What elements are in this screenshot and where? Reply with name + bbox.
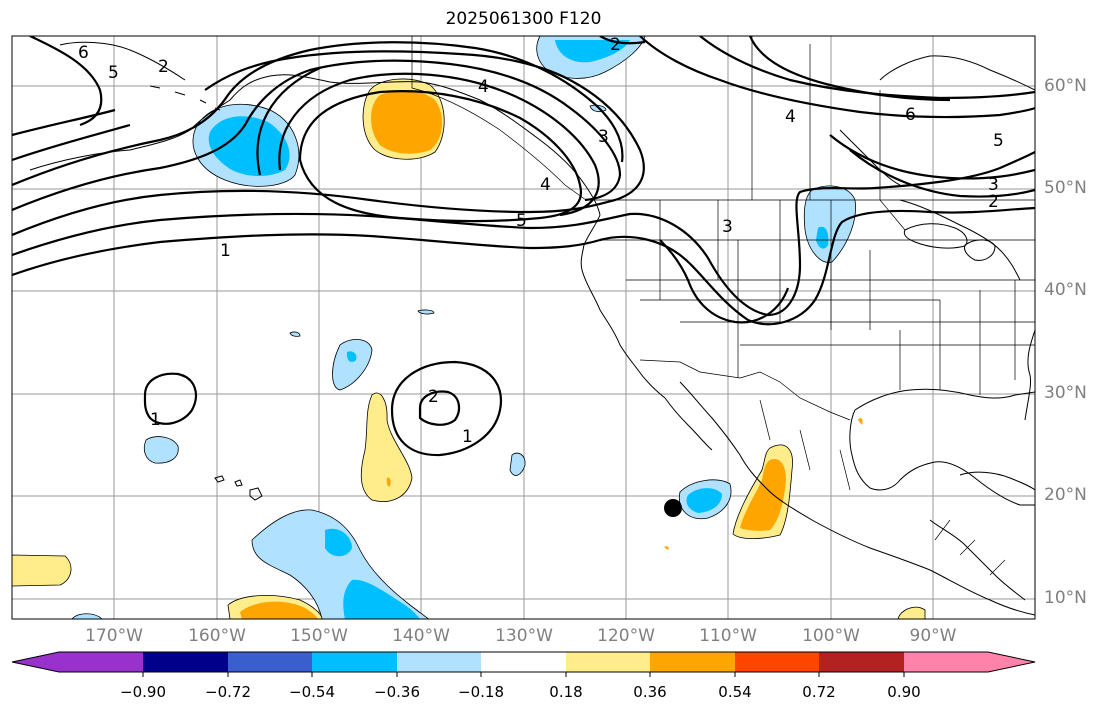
longitude-label: 160°W [188, 626, 246, 646]
longitude-label: 90°W [909, 626, 957, 646]
contour-line [418, 390, 461, 426]
contour-line [829, 134, 1035, 180]
map-title: 2025061300 F120 [445, 9, 602, 29]
contour-line [659, 239, 790, 324]
contour-label: 4 [785, 107, 796, 127]
contour-line [143, 372, 197, 425]
contour-line [599, 36, 646, 45]
colorbar-tick-label: 0.72 [802, 683, 836, 701]
contour-label: 6 [78, 43, 89, 63]
colorbar-tick-label: −0.72 [205, 683, 251, 701]
negative-anomaly-region [251, 509, 431, 619]
longitude-label: 130°W [495, 626, 553, 646]
positive-anomaly-core [740, 459, 786, 531]
latitude-label: 40°N [1044, 280, 1087, 300]
longitude-label: 100°W [802, 626, 860, 646]
latitude-label: 10°N [1044, 588, 1087, 608]
colorbar-tick-label: 0.36 [633, 683, 667, 701]
contour-line [390, 360, 502, 457]
latitude-label: 50°N [1044, 178, 1087, 198]
contour-label: 1 [462, 427, 473, 447]
colorbar-tick-label: 0.54 [718, 683, 752, 701]
contour-line [748, 36, 951, 102]
contour-line [12, 59, 622, 212]
contour-label: 5 [993, 131, 1004, 151]
shaded-anomaly-fills [12, 36, 926, 619]
colorbar-tick-label: 0.18 [549, 683, 583, 701]
latitude-label: 60°N [1044, 76, 1087, 96]
positive-anomaly-region [12, 554, 72, 587]
negative-anomaly-core [208, 116, 290, 176]
contour-line [278, 72, 600, 217]
contour-label: 2 [158, 57, 169, 77]
colorbar-tick-label: −0.54 [289, 683, 335, 701]
colorbar-tick-label: −0.18 [458, 683, 504, 701]
negative-anomaly-core [555, 40, 630, 63]
contour-label: 3 [598, 127, 609, 147]
negative-anomaly-core [816, 226, 829, 249]
contour-label: 3 [722, 217, 733, 237]
contour-label: 2 [610, 35, 621, 55]
contour-label: 3 [988, 175, 999, 195]
negative-anomaly-region [143, 436, 179, 464]
contour-label: 5 [108, 63, 119, 83]
longitude-label: 150°W [290, 626, 348, 646]
contour-line [849, 149, 1035, 198]
negative-anomaly-region [332, 339, 373, 391]
graticule [12, 36, 1035, 619]
positive-anomaly-core [371, 90, 443, 154]
contour-label: 4 [478, 77, 489, 97]
contour-labels: 6 5 4 3 2 1 1 1 2 6 5 4 3 2 3 5 4 2 [78, 35, 1004, 447]
longitude-label: 120°W [597, 626, 655, 646]
contour-label: 1 [150, 410, 161, 430]
latitude-label: 30°N [1044, 383, 1087, 403]
contour-label: 4 [540, 175, 551, 195]
contour-line [12, 151, 1035, 317]
contour-lines [12, 36, 1035, 457]
contour-label: 1 [220, 241, 231, 261]
positive-anomaly-region [360, 392, 413, 502]
contour-line [12, 108, 116, 137]
coastlines [29, 41, 1035, 616]
contour-line [12, 41, 624, 187]
contour-label: 2 [988, 192, 999, 212]
longitude-label: 170°W [85, 626, 143, 646]
contour-line [29, 36, 103, 127]
longitude-label: 140°W [392, 626, 450, 646]
contour-label: 2 [428, 387, 439, 407]
negative-anomaly-core [346, 351, 357, 362]
longitude-label: 110°W [699, 626, 757, 646]
colorbar-tick-label: −0.36 [374, 683, 420, 701]
contour-line [12, 206, 1035, 326]
contour-label: 6 [905, 105, 916, 125]
latitude-label: 20°N [1044, 485, 1087, 505]
storm-position-dot [664, 499, 682, 517]
negative-anomaly-core [325, 528, 352, 557]
contour-line [256, 66, 321, 176]
contour-line [12, 123, 131, 162]
negative-anomaly-core [686, 488, 722, 513]
political-borders [411, 36, 1035, 576]
contour-label: 5 [516, 211, 527, 231]
contour-line [639, 36, 1035, 119]
contour-line [12, 50, 645, 237]
negative-anomaly-region [803, 185, 856, 263]
colorbar-tick-label: 0.90 [887, 683, 921, 701]
colorbar-tick-label: −0.90 [120, 683, 166, 701]
contour-line [298, 90, 583, 223]
map-frame [11, 35, 1036, 620]
